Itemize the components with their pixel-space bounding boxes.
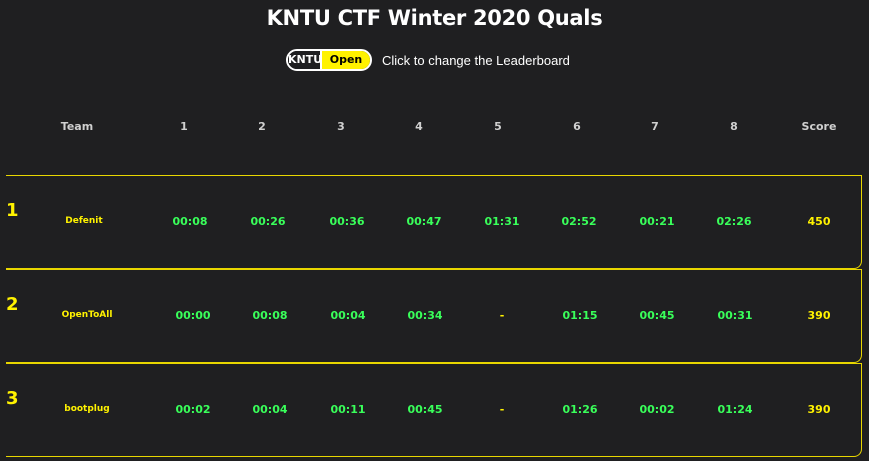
rank: 3: [6, 388, 19, 409]
solve-time: 00:02: [639, 403, 675, 416]
solve-time: 00:11: [330, 403, 366, 416]
solve-time: 00:36: [329, 215, 365, 228]
solve-time: 00:45: [407, 403, 443, 416]
solve-time: 00:04: [330, 309, 366, 322]
solve-time-empty: -: [499, 403, 505, 416]
solve-time: 02:52: [561, 215, 597, 228]
table-row[interactable]: 3 bootplug 00:02 00:04 00:11 00:45 - 01:…: [6, 363, 862, 457]
column-header-6: 6: [573, 120, 581, 133]
column-header-score: Score: [801, 120, 837, 133]
solve-time: 00:08: [252, 309, 288, 322]
solve-time: 01:24: [717, 403, 753, 416]
score: 450: [807, 215, 831, 228]
solve-time-empty: -: [499, 309, 505, 322]
solve-time: 00:47: [406, 215, 442, 228]
table-row[interactable]: 1 Defenit 00:08 00:26 00:36 00:47 01:31 …: [6, 175, 862, 269]
column-header-7: 7: [651, 120, 659, 133]
solve-time: 00:34: [407, 309, 443, 322]
solve-time: 01:26: [562, 403, 598, 416]
column-header-team: Team: [60, 120, 94, 133]
toggle-option-open[interactable]: Open: [322, 51, 370, 69]
solve-time: 01:15: [562, 309, 598, 322]
team-name: OpenToAll: [61, 310, 113, 320]
column-header-2: 2: [258, 120, 266, 133]
table-header: Team 1 2 3 4 5 6 7 8 Score: [0, 120, 869, 136]
solve-time: 00:04: [252, 403, 288, 416]
solve-time: 00:21: [639, 215, 675, 228]
leaderboard-toggle[interactable]: KNTU Open: [286, 49, 372, 71]
leaderboard-toggle-row: KNTU Open Click to change the Leaderboar…: [286, 49, 570, 71]
table-row[interactable]: 2 OpenToAll 00:00 00:08 00:04 00:34 - 01…: [6, 269, 862, 363]
solve-time: 00:00: [175, 309, 211, 322]
toggle-option-kntu[interactable]: KNTU: [288, 51, 322, 69]
solve-time: 02:26: [716, 215, 752, 228]
team-name: bootplug: [64, 404, 110, 414]
score: 390: [807, 403, 831, 416]
page-title: KNTU CTF Winter 2020 Quals: [266, 6, 603, 30]
column-header-4: 4: [415, 120, 423, 133]
team-name: Defenit: [65, 216, 103, 226]
column-header-1: 1: [180, 120, 188, 133]
solve-time: 00:26: [250, 215, 286, 228]
column-header-8: 8: [730, 120, 738, 133]
solve-time: 01:31: [484, 215, 520, 228]
solve-time: 00:02: [175, 403, 211, 416]
toggle-hint: Click to change the Leaderboard: [382, 52, 570, 68]
rank: 1: [6, 200, 19, 221]
column-header-3: 3: [337, 120, 345, 133]
solve-time: 00:08: [172, 215, 208, 228]
solve-time: 00:45: [639, 309, 675, 322]
score: 390: [807, 309, 831, 322]
solve-time: 00:31: [717, 309, 753, 322]
rank: 2: [6, 294, 19, 315]
column-header-5: 5: [494, 120, 502, 133]
